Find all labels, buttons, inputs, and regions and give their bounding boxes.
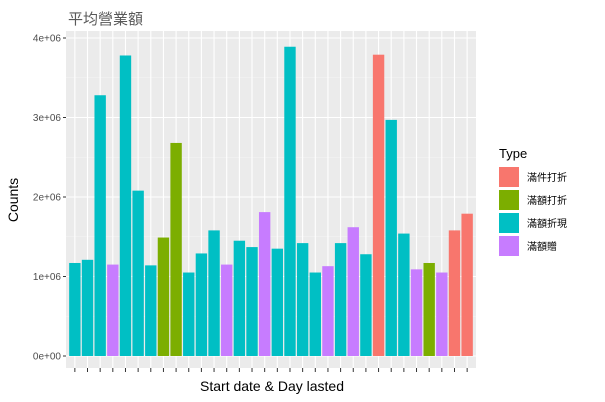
legend-swatch [499, 213, 519, 233]
bar [81, 259, 94, 356]
bar [69, 262, 81, 356]
bar [94, 95, 106, 357]
bar [145, 265, 157, 356]
bar [296, 243, 309, 356]
bar [334, 243, 347, 356]
y-tick-label: 4e+06 [33, 34, 62, 45]
bar [284, 46, 296, 357]
x-axis [74, 368, 468, 372]
legend-swatch [499, 167, 519, 187]
y-tick-label: 0e+00 [33, 352, 62, 363]
bar [271, 248, 284, 356]
bar [410, 269, 423, 356]
bar [221, 264, 233, 356]
legend-label: 滿額打折 [527, 194, 567, 207]
bar [208, 230, 220, 356]
y-axis: 0e+00 1e+06 2e+06 3e+06 4e+06 [33, 34, 66, 363]
bar [436, 272, 448, 356]
bar [398, 233, 410, 356]
bar [258, 212, 271, 356]
bar [385, 119, 397, 356]
legend-title: Type [499, 146, 527, 161]
bar [157, 237, 170, 356]
bar [107, 264, 119, 356]
bar [372, 54, 385, 356]
bar [183, 272, 195, 356]
bar [132, 190, 144, 356]
x-axis-title: Start date & Day lasted [200, 378, 344, 394]
bar [347, 227, 359, 356]
y-axis-title: Counts [5, 178, 21, 222]
bar [360, 254, 372, 356]
legend-swatch [499, 190, 519, 210]
legend-label: 滿額折現 [527, 217, 567, 230]
bar [195, 253, 208, 356]
bar [246, 247, 258, 356]
chart-title: 平均營業額 [68, 10, 143, 28]
y-tick-label: 3e+06 [33, 113, 62, 124]
y-tick-label: 1e+06 [33, 272, 62, 283]
bar [309, 272, 321, 356]
bar [423, 262, 435, 356]
bar [119, 55, 132, 357]
bar [322, 266, 334, 356]
bar [461, 213, 473, 356]
legend-label: 滿額贈 [527, 240, 557, 253]
bar [170, 142, 182, 356]
bars [69, 46, 473, 357]
bar [233, 240, 246, 356]
legend-label: 滿件打折 [527, 171, 567, 184]
y-tick-label: 2e+06 [33, 193, 62, 204]
legend-swatch [499, 236, 519, 256]
bar [448, 230, 461, 356]
